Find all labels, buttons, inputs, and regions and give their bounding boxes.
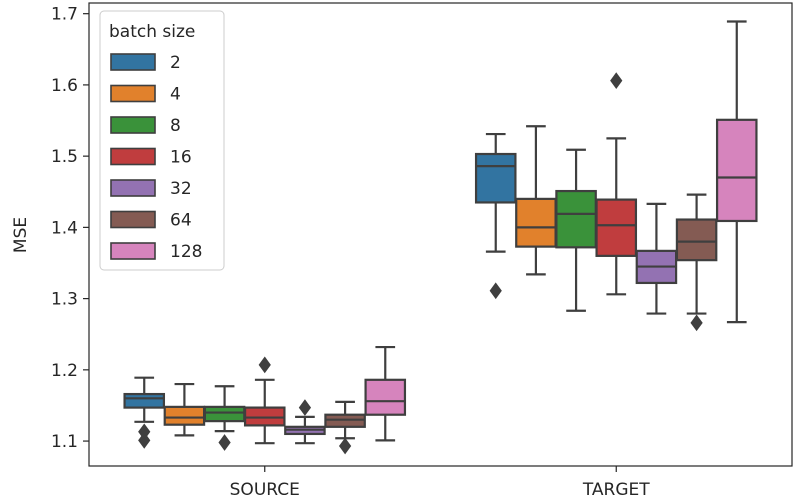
- legend-entries: 2 4 8 16 32 64 128: [110, 53, 202, 262]
- outlier-point: [610, 72, 623, 89]
- outlier-point: [138, 423, 151, 441]
- legend-label-8: 8: [170, 116, 181, 136]
- axes-frame: [88, 2, 793, 467]
- outlier-point: [489, 282, 502, 300]
- outlier-point: [338, 437, 352, 455]
- box-128: [715, 118, 758, 223]
- y-tick-label: 1.2: [51, 361, 78, 381]
- plot-area: 1.1 1.2 1.3 1.4 1.5 1.6 1.7 SOURCE TARGET: [51, 2, 793, 500]
- box-4: [515, 197, 557, 248]
- outlier-point: [298, 399, 312, 416]
- outlier-point: [690, 314, 703, 332]
- y-tick-label: 1.6: [51, 76, 78, 96]
- legend-swatch-4: [110, 84, 156, 103]
- legend-swatch-2: [110, 53, 156, 71]
- box-16: [595, 198, 638, 257]
- x-tick-label: TARGET: [582, 480, 650, 500]
- box-4: [163, 405, 206, 426]
- box-2: [123, 392, 166, 409]
- outlier-point: [258, 356, 271, 374]
- legend-label-2: 2: [170, 53, 181, 73]
- legend-swatch-16: [110, 147, 156, 166]
- legend-label-64: 64: [170, 211, 192, 231]
- legend-swatch-32: [110, 179, 156, 197]
- legend-label-128: 128: [170, 242, 202, 262]
- x-tick-label: SOURCE: [230, 480, 300, 500]
- legend-swatch-128: [110, 242, 156, 260]
- outlier-point: [138, 432, 151, 449]
- legend-frame: [99, 10, 225, 271]
- box-128: [364, 378, 407, 416]
- y-tick-label: 1.7: [51, 5, 78, 25]
- legend-swatch-64: [110, 210, 156, 229]
- y-axis-label: MSE: [11, 217, 31, 253]
- box-8: [555, 189, 597, 249]
- y-tick-label: 1.5: [51, 147, 78, 167]
- legend-label-32: 32: [170, 179, 192, 199]
- y-tick-label: 1.3: [51, 290, 78, 310]
- box-2: [474, 152, 517, 204]
- legend-swatch-8: [110, 116, 156, 134]
- legend: batch size 2 4 8 16 32 64 128: [99, 10, 225, 271]
- y-tick-label: 1.1: [51, 432, 78, 452]
- legend-title: batch size: [109, 22, 195, 42]
- legend-label-16: 16: [170, 148, 192, 168]
- legend-label-4: 4: [170, 85, 181, 105]
- y-tick-label: 1.4: [51, 218, 78, 238]
- box-8: [203, 405, 246, 423]
- outlier-point: [218, 434, 231, 451]
- box-64: [675, 218, 718, 262]
